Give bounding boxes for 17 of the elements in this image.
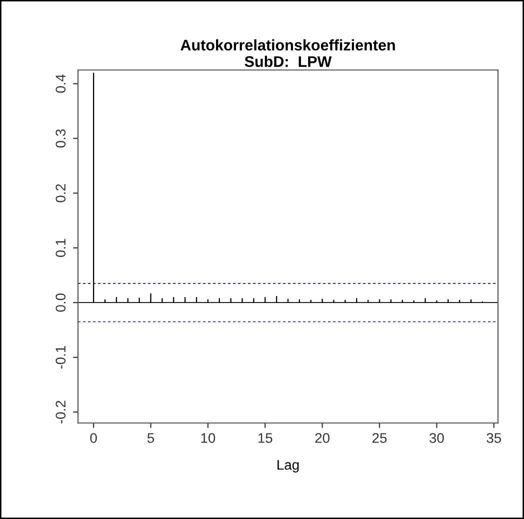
y-tick-label: -0.2 [56, 400, 66, 424]
x-tick-label: 0 [90, 433, 97, 443]
x-tick-label: 10 [201, 433, 216, 443]
x-tick-label: 30 [430, 433, 444, 443]
x-tick-label: 15 [258, 433, 272, 443]
x-tick-label: 35 [486, 433, 502, 443]
chart-title: Autokorrelationskoeffizienten SubD: LPW [180, 39, 395, 67]
y-tick-label: 0.3 [56, 129, 66, 148]
x-tick-label: 20 [315, 433, 330, 443]
y-tick-label: 0.0 [56, 293, 66, 312]
y-tick-label: -0.1 [56, 346, 66, 369]
x-tick-label: 25 [372, 433, 387, 443]
y-tick-label: 0.2 [56, 184, 66, 202]
x-tick-label: 5 [147, 433, 154, 443]
x-axis-title: Lag [278, 460, 299, 473]
y-tick-label: 0.4 [56, 74, 66, 93]
y-tick-label: 0.1 [56, 238, 66, 257]
